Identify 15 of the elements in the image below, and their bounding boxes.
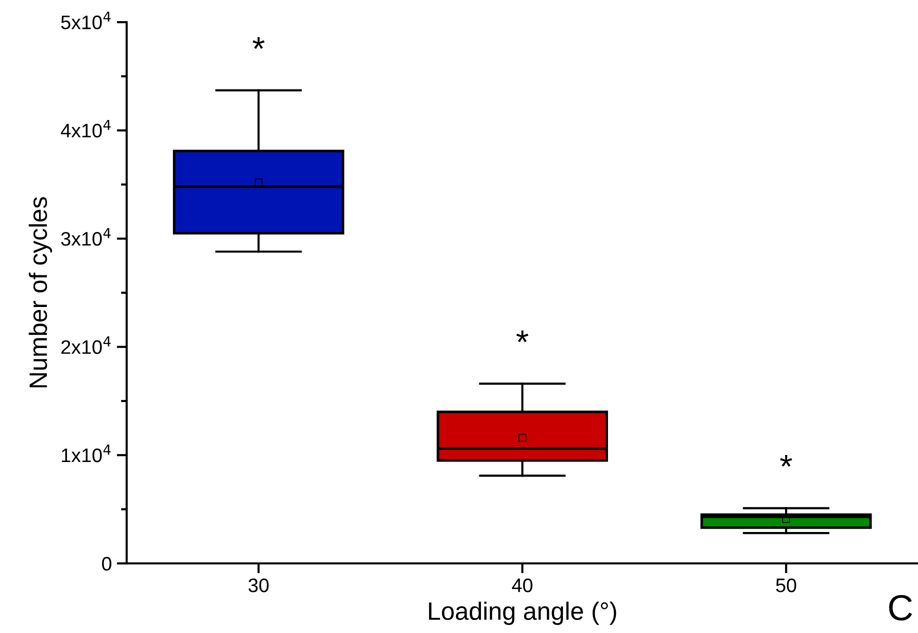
text: C [889, 594, 912, 621]
annotation: * [780, 454, 792, 467]
y-axis-title: Number of cycles [28, 197, 52, 388]
x-tick-label: 50 [776, 578, 796, 592]
annotation: * [516, 330, 528, 342]
y-tick-label: 2x10$^{4}$ [61, 336, 111, 354]
x-tick-label: 40 [512, 578, 532, 592]
annotation: * [252, 37, 265, 49]
y-tick-label: 5x10$^{4}$ [61, 12, 111, 30]
y-tick-label: 3x10$^{4}$ [61, 228, 111, 246]
x-tick-label: 30 [248, 578, 269, 592]
y-tick-label: 4x10$^{4}$ [60, 120, 111, 138]
y-tick-label: 0 [102, 556, 112, 571]
y-tick-label: 1x10$^{4}$ [62, 444, 111, 462]
x-axis-title: Loading angle (°) [429, 602, 616, 625]
